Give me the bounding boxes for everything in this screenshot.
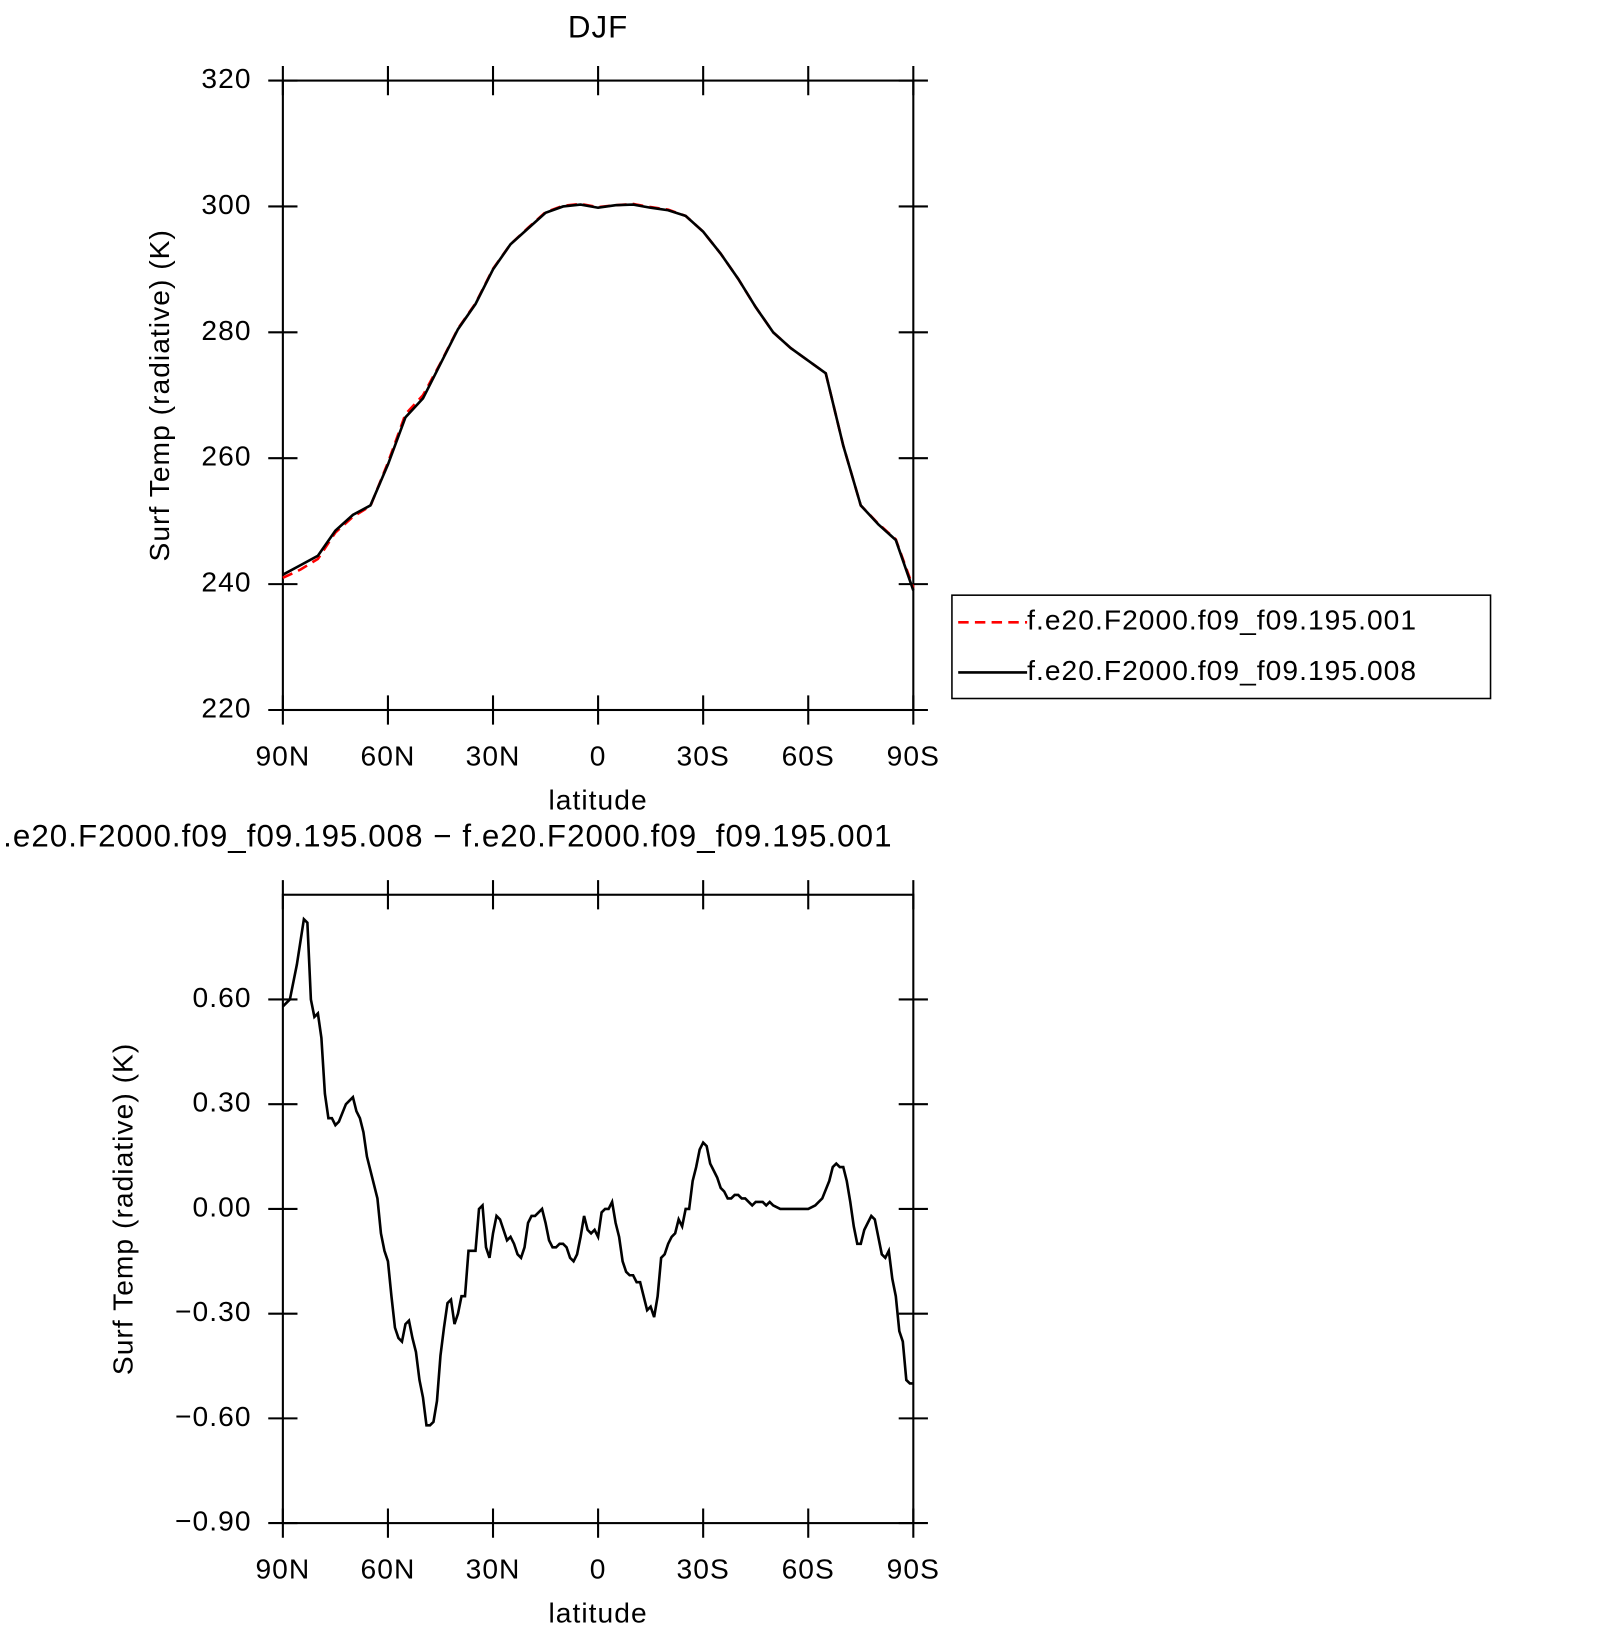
- plot-frame: [281, 79, 915, 712]
- y-tick-label: 0.00: [193, 1190, 252, 1222]
- chart-title: DJF: [568, 10, 629, 45]
- x-tick-label: 60N: [361, 739, 416, 771]
- x-tick-label: 90S: [887, 739, 940, 771]
- y-tick-label: −0.90: [175, 1505, 252, 1537]
- y-tick-label: 240: [201, 566, 251, 598]
- x-tick-label: 0: [590, 739, 607, 771]
- x-tick-label: 60S: [782, 739, 835, 771]
- legend-label: f.e20.F2000.f09_f09.195.008: [1027, 654, 1417, 686]
- y-tick-label: 300: [201, 188, 251, 220]
- x-tick-label: 60N: [361, 1553, 416, 1585]
- y-tick-label: −0.60: [175, 1400, 252, 1432]
- y-tick-label: −0.30: [175, 1295, 252, 1327]
- y-tick-label: 280: [201, 314, 251, 346]
- y-tick-label: 260: [201, 440, 251, 472]
- chart-title: .e20.F2000.f09_f09.195.008 − f.e20.F2000…: [3, 819, 892, 854]
- data-line: [282, 202, 915, 589]
- y-axis-label: Surf Temp (radiative) (K): [107, 1043, 139, 1375]
- x-tick-label: 0: [590, 1553, 607, 1585]
- y-tick-label: 0.60: [193, 981, 252, 1013]
- x-tick-label: 30N: [466, 739, 521, 771]
- y-tick-label: 220: [201, 691, 251, 723]
- x-tick-label: 90N: [255, 739, 310, 771]
- x-tick-label: 30S: [677, 1553, 730, 1585]
- x-tick-label: 30S: [677, 739, 730, 771]
- y-axis-label: Surf Temp (radiative) (K): [143, 229, 175, 561]
- legend-label: f.e20.F2000.f09_f09.195.001: [1027, 604, 1417, 636]
- data-line: [281, 916, 914, 1427]
- data-line: [282, 203, 915, 591]
- x-tick-label: 30N: [466, 1553, 521, 1585]
- y-tick-label: 320: [201, 62, 251, 94]
- x-tick-label: 90N: [255, 1553, 310, 1585]
- x-axis-label: latitude: [548, 1596, 647, 1628]
- x-tick-label: 60S: [782, 1553, 835, 1585]
- x-tick-label: 90S: [887, 1553, 940, 1585]
- x-axis-label: latitude: [548, 783, 647, 815]
- legend-box: [951, 594, 1492, 700]
- y-tick-label: 0.30: [193, 1086, 252, 1118]
